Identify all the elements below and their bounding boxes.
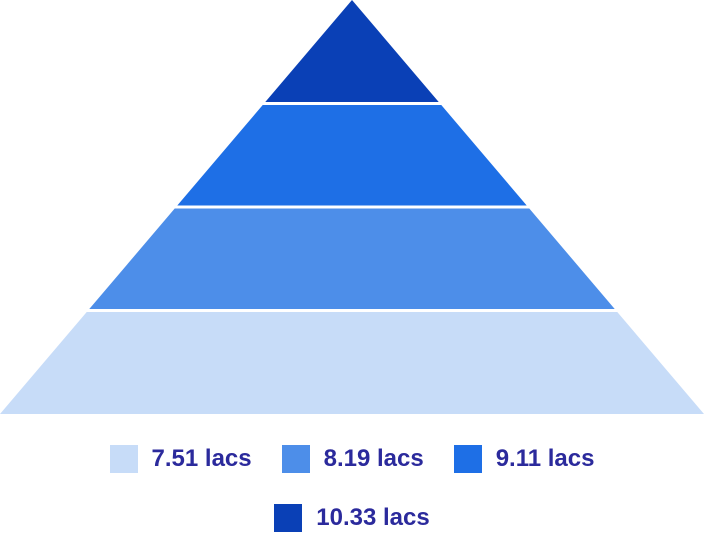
pyramid-layer-4: [265, 0, 439, 102]
legend-label-1: 7.51 lacs: [151, 445, 252, 472]
legend-item-2: 8.19 lacs: [281, 444, 424, 474]
pyramid-layer-2: [89, 208, 615, 309]
legend-label-4: 10.33 lacs: [316, 504, 430, 531]
legend-swatch-1: [109, 445, 138, 473]
legend-label-3: 9.11 lacs: [495, 445, 595, 472]
pyramid-layer-1: [0, 312, 704, 414]
legend-swatch-3: [453, 445, 482, 473]
legend-swatch-4: [274, 504, 303, 532]
pyramid-layers: [0, 0, 704, 414]
legend-item-4: 10.33 lacs: [274, 503, 430, 533]
legend-row-1: 7.51 lacs 8.19 lacs 9.11 lacs: [0, 444, 704, 474]
legend-item-1: 7.51 lacs: [109, 444, 252, 474]
pyramid-layer-3: [177, 105, 527, 206]
legend-swatch-2: [281, 445, 310, 473]
legend-label-2: 8.19 lacs: [323, 445, 424, 472]
legend-row-2: 10.33 lacs: [0, 503, 704, 533]
legend-item-3: 9.11 lacs: [453, 444, 595, 474]
